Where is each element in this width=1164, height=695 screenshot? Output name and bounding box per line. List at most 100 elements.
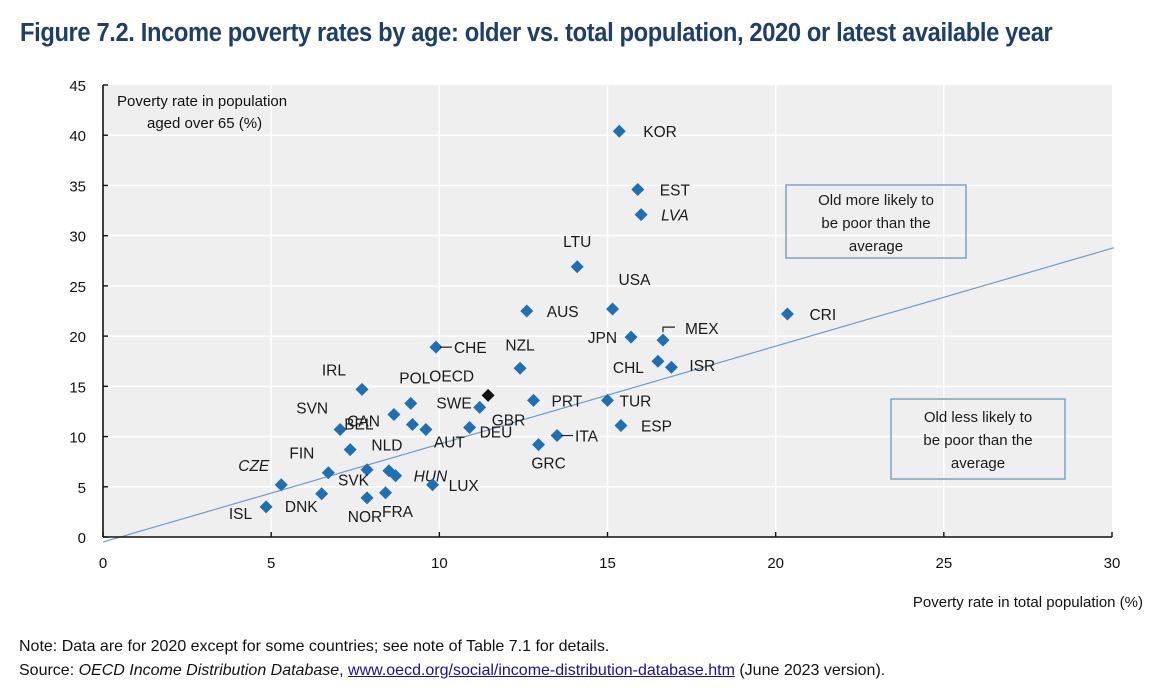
leader-line [662, 326, 675, 333]
marker-diamond [463, 421, 477, 435]
marker-diamond [570, 260, 584, 274]
marker-diamond [405, 418, 419, 432]
annotation-box [890, 398, 1066, 480]
data-point-fin: FIN [289, 446, 335, 480]
annotation-text-line: Old less likely to [924, 409, 1032, 426]
point-label: NLD [371, 438, 402, 455]
data-points: KOR EST LVA LTU USA AUS CRI JPN MEX CHE NZL CHL ISR I… [229, 124, 836, 526]
tick-labels: 0 5 10 15 20 25 30 35 40 45 0 5 10 15 20 25 30 [69, 78, 1120, 572]
point-label: TUR [620, 393, 652, 410]
marker-diamond [651, 354, 665, 368]
data-point-dnk: DNK [285, 487, 329, 516]
point-label: AUS [547, 304, 579, 321]
point-label: AUT [434, 435, 466, 452]
point-label: KOR [643, 124, 677, 141]
y-tick-label: 35 [69, 178, 86, 195]
annotation-text-line: be poor than the [821, 215, 930, 232]
y-tick-label: 15 [69, 379, 86, 396]
y-tick-label: 45 [69, 78, 86, 95]
marker-diamond [481, 388, 495, 402]
point-label: USA [619, 272, 652, 289]
data-point-bel: BEL [343, 417, 374, 457]
point-label: CZE [238, 458, 270, 475]
point-label: LVA [661, 208, 689, 225]
marker-diamond [656, 333, 670, 347]
figure-title: Figure 7.2. Income poverty rates by age:… [20, 19, 1053, 47]
data-point-svn: SVN [296, 401, 347, 437]
data-point-nor: NOR [348, 491, 382, 526]
data-point-oecd: OECD [429, 368, 495, 402]
data-point-che: CHE [429, 340, 487, 357]
marker-diamond [315, 487, 329, 501]
marker-diamond [550, 429, 564, 443]
point-label: LUX [449, 478, 480, 495]
point-label: SWE [436, 396, 471, 413]
x-tick-label: 0 [99, 555, 107, 572]
point-label: OECD [429, 368, 474, 385]
point-label: JPN [588, 330, 617, 347]
x-tick-label: 20 [767, 555, 784, 572]
data-point-kor: KOR [612, 124, 677, 141]
annotation-old-more-likely: Old more likely to be poor than the averag… [785, 184, 967, 259]
x-tick-label: 5 [267, 555, 275, 572]
marker-diamond [634, 208, 648, 222]
annotation-text-line: be poor than the [923, 432, 1032, 449]
point-label: FRA [382, 504, 414, 521]
source-name: OECD Income Distribution Database [78, 662, 340, 679]
annotation-text-line: average [849, 238, 903, 255]
point-label: HUN [414, 469, 448, 486]
point-label: LTU [563, 234, 591, 251]
point-label: NOR [348, 509, 382, 526]
marker-diamond [429, 340, 443, 354]
marker-diamond [527, 393, 541, 407]
marker-diamond [387, 407, 401, 421]
point-label: PRT [552, 393, 583, 410]
source-line: Source: OECD Income Distribution Databas… [19, 662, 885, 680]
data-point-aut: AUT [419, 423, 465, 452]
y-tick-label: 40 [69, 128, 86, 145]
data-point-cze: CZE [238, 458, 288, 492]
source-separator: , [339, 662, 349, 679]
marker-diamond [259, 500, 273, 514]
point-label: DEU [480, 425, 513, 442]
point-label: POL [399, 370, 430, 387]
y-axis-title: Poverty rate in population aged over 65 (… [117, 93, 287, 132]
point-label: CRI [809, 307, 836, 324]
marker-diamond [343, 443, 357, 457]
source-link[interactable]: www.oecd.org/social/income-distribution-… [348, 662, 735, 679]
data-point-pol: POL [399, 370, 431, 410]
annotation-box [785, 184, 967, 259]
data-point-hun: HUN [389, 469, 448, 486]
annotation-text-line: average [951, 455, 1005, 472]
data-point-jpn: JPN [588, 330, 638, 347]
point-label: ISL [229, 506, 253, 523]
point-label: DNK [285, 499, 318, 516]
point-label: EST [660, 182, 691, 199]
marker-diamond [614, 419, 628, 433]
marker-diamond [419, 423, 433, 437]
data-point-mex: MEX [656, 321, 719, 347]
marker-diamond [513, 361, 527, 375]
marker-diamond [601, 393, 614, 407]
marker-diamond [333, 423, 347, 437]
marker-diamond [321, 466, 335, 480]
x-tick-label: 15 [599, 555, 616, 572]
data-point-swe: SWE [405, 396, 472, 432]
point-label: FIN [289, 446, 314, 463]
marker-diamond [606, 302, 620, 316]
data-point-usa: USA [606, 272, 651, 316]
point-label: CAN [347, 413, 380, 430]
point-label: NZL [505, 337, 535, 354]
data-point-ita: ITA [550, 429, 599, 446]
data-point-can: CAN [347, 407, 401, 430]
data-point-nzl: NZL [505, 337, 535, 375]
data-point-est: EST [631, 182, 690, 199]
point-label: ESP [641, 419, 672, 436]
data-point-fra: FRA [379, 486, 414, 521]
source-suffix: (June 2023 version). [734, 662, 886, 679]
marker-diamond [473, 400, 487, 414]
x-tick-label: 30 [1104, 555, 1121, 572]
point-label: CHE [454, 340, 487, 357]
y-tick-label: 0 [78, 530, 86, 547]
scatter-chart: 0 5 10 15 20 25 30 35 40 45 0 5 10 15 20 25 30 Poverty r… [69, 78, 1143, 611]
